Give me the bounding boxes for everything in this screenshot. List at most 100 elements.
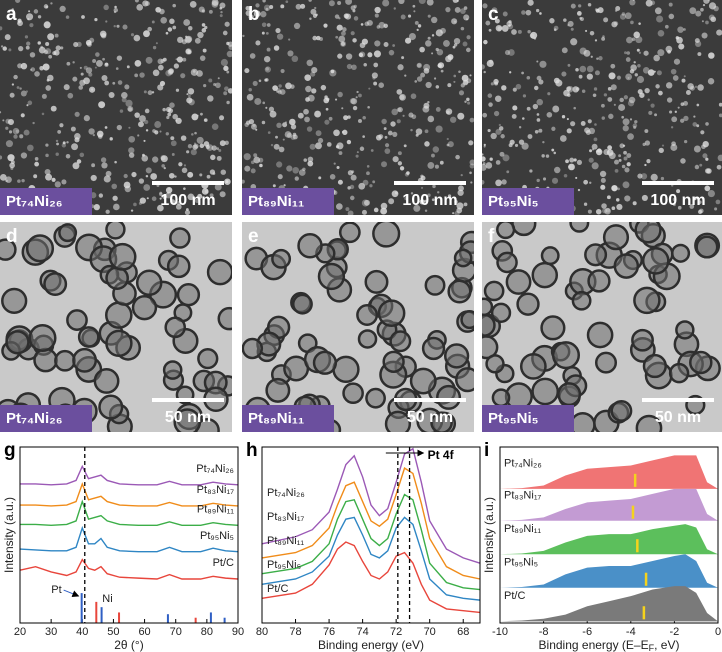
texture xyxy=(91,163,96,168)
texture xyxy=(507,49,515,56)
texture xyxy=(10,166,14,170)
texture xyxy=(323,97,330,104)
texture xyxy=(223,65,229,72)
texture xyxy=(397,64,404,71)
texture xyxy=(460,26,465,31)
texture xyxy=(336,203,343,210)
texture xyxy=(130,33,135,37)
texture xyxy=(610,63,616,69)
texture xyxy=(190,68,198,76)
texture xyxy=(383,127,387,131)
texture xyxy=(482,180,485,185)
texture xyxy=(589,149,593,153)
texture xyxy=(654,113,658,117)
texture xyxy=(113,10,117,14)
texture xyxy=(315,142,322,150)
line xyxy=(20,464,239,486)
texture xyxy=(155,42,158,45)
texture xyxy=(352,9,356,13)
texture xyxy=(625,57,631,62)
texture xyxy=(219,115,225,121)
texture xyxy=(34,161,40,167)
texture xyxy=(654,7,662,15)
texture xyxy=(399,166,405,171)
texture xyxy=(54,33,59,38)
y-axis-label: Intensity (a.u.) xyxy=(2,497,16,573)
texture xyxy=(353,4,357,9)
texture xyxy=(344,13,352,20)
x-tick-label: 72 xyxy=(390,626,402,638)
texture xyxy=(332,190,338,195)
texture xyxy=(586,73,593,80)
texture xyxy=(288,38,291,41)
texture xyxy=(382,350,405,373)
texture xyxy=(563,18,567,22)
texture xyxy=(670,126,674,129)
texture xyxy=(276,122,282,129)
texture xyxy=(335,145,340,149)
texture xyxy=(105,301,133,329)
texture xyxy=(447,141,454,148)
texture xyxy=(398,0,405,5)
texture xyxy=(534,85,539,91)
x-tick-label: 76 xyxy=(323,626,335,638)
texture xyxy=(527,0,534,6)
texture xyxy=(80,72,84,76)
texture xyxy=(315,13,318,17)
texture xyxy=(196,136,204,144)
texture xyxy=(434,164,439,169)
texture xyxy=(76,159,82,164)
texture xyxy=(392,44,396,47)
texture xyxy=(267,131,271,134)
texture xyxy=(61,143,67,148)
texture xyxy=(217,306,232,331)
texture xyxy=(460,8,466,14)
texture xyxy=(502,154,510,162)
texture xyxy=(482,297,494,317)
texture xyxy=(309,17,312,20)
image-panel: e Pt₈₉Ni₁₁ 50 nm xyxy=(242,222,474,432)
texture xyxy=(705,122,709,126)
texture xyxy=(419,46,425,53)
texture xyxy=(197,347,219,370)
texture xyxy=(342,382,364,405)
texture xyxy=(255,3,260,8)
texture xyxy=(161,164,165,168)
texture xyxy=(17,63,23,69)
texture xyxy=(306,126,313,132)
texture xyxy=(199,143,205,149)
texture xyxy=(44,168,51,175)
texture xyxy=(159,197,162,200)
texture xyxy=(482,64,485,70)
texture xyxy=(384,148,391,155)
texture xyxy=(253,153,258,158)
texture xyxy=(357,118,362,123)
texture xyxy=(244,165,251,172)
texture xyxy=(180,135,187,141)
texture xyxy=(485,354,505,374)
texture xyxy=(411,114,417,120)
texture xyxy=(615,5,621,11)
texture xyxy=(601,116,605,120)
texture xyxy=(372,76,376,80)
texture xyxy=(32,121,35,125)
texture xyxy=(451,18,458,25)
texture xyxy=(176,283,201,307)
texture xyxy=(0,155,3,160)
texture xyxy=(547,92,551,96)
texture xyxy=(416,28,419,31)
texture xyxy=(194,131,197,135)
texture xyxy=(70,126,76,132)
image-panel: c Pt₉₅Ni₅ 100 nm xyxy=(482,0,722,215)
texture xyxy=(88,72,93,77)
texture xyxy=(623,95,628,100)
texture xyxy=(583,202,588,206)
texture xyxy=(614,159,619,165)
texture xyxy=(266,23,271,27)
plot-frame xyxy=(499,446,719,624)
texture xyxy=(113,25,116,28)
texture xyxy=(34,71,40,77)
texture xyxy=(45,85,52,91)
texture xyxy=(39,66,44,71)
texture xyxy=(672,75,679,81)
